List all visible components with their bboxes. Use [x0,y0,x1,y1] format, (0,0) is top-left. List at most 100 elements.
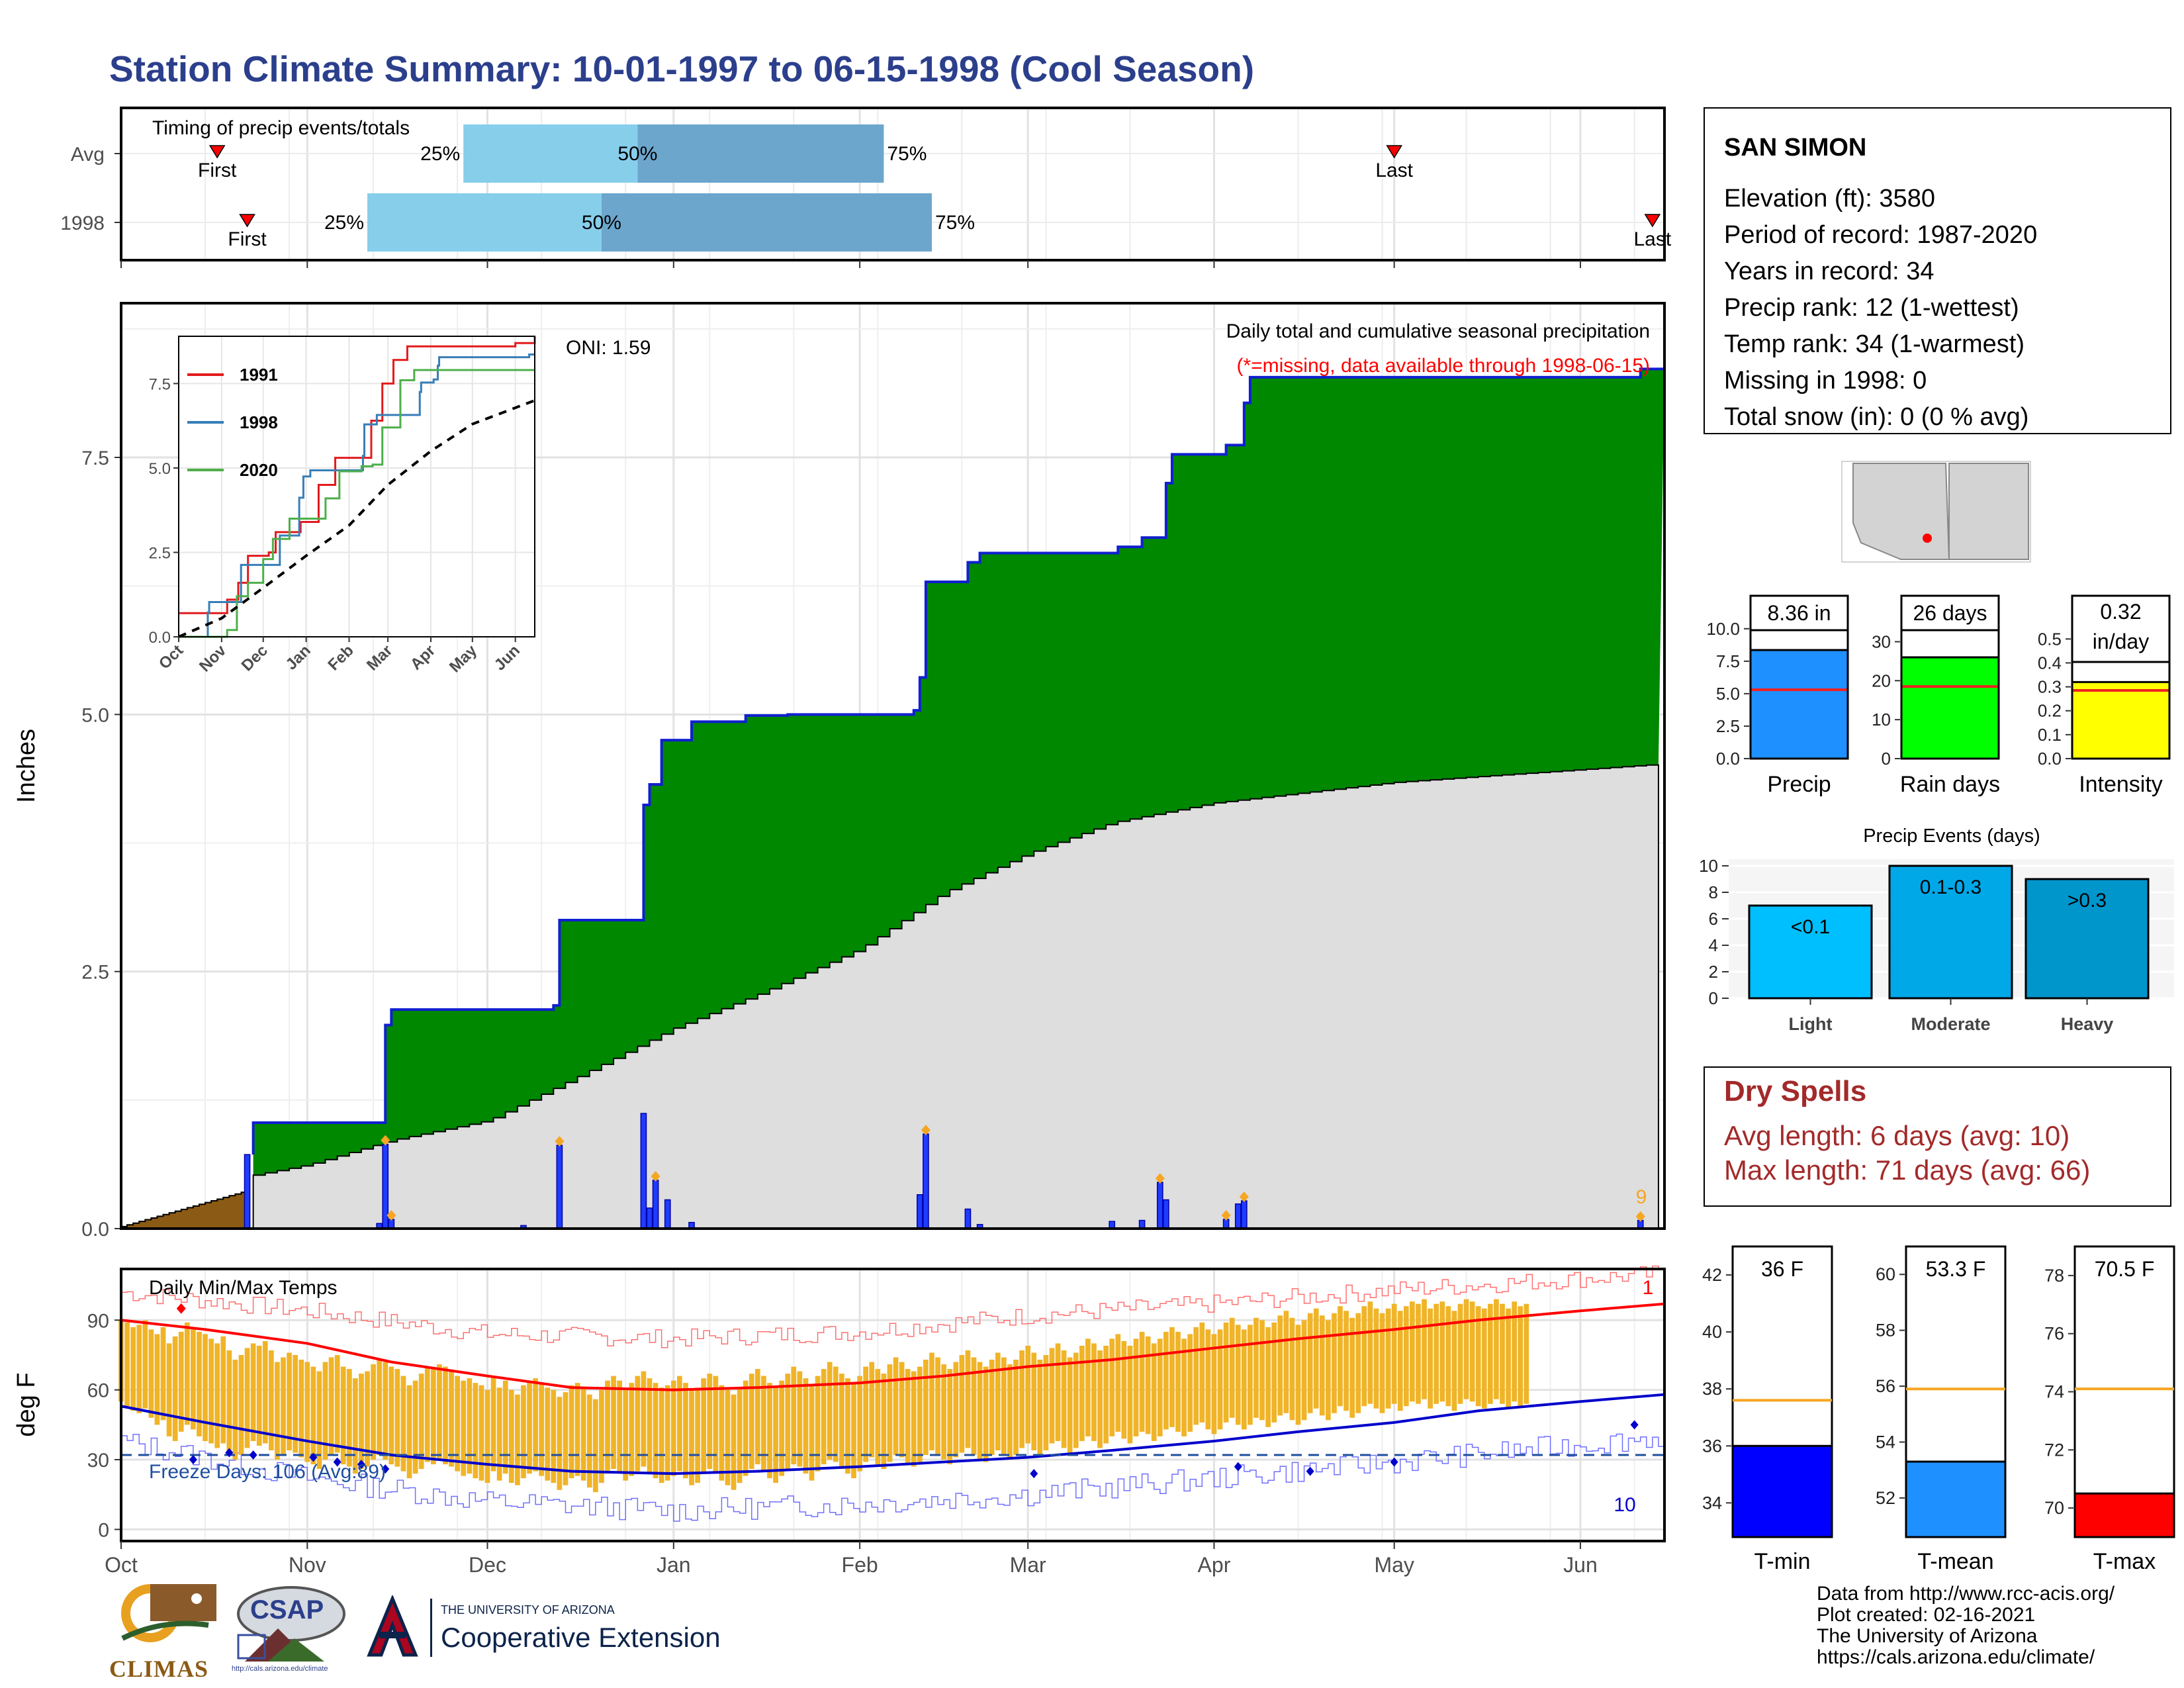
temp-summary-bar [1905,1460,2007,1538]
cumulative-precip-line [251,367,1664,1155]
precip-event-label: <0.1 [1791,916,1830,938]
daily-temp-bar [298,1360,304,1458]
daily-temp-bar [1085,1338,1091,1436]
daily-precip-bar [1234,1203,1242,1229]
inset-y-tick: 0.0 [149,629,171,647]
first-event-label: First [198,160,237,181]
daily-temp-bar [1494,1299,1499,1399]
inset-month-label: Nov [196,641,230,676]
daily-temp-bar [935,1357,940,1456]
climas-emblem-icon [121,1584,216,1642]
summary-y-tick: 7.5 [1716,651,1740,671]
daily-temp-bar [515,1394,520,1485]
daily-temp-bar [244,1348,250,1448]
quartile-50-75-bar [637,124,884,183]
temp-summary-y-tick: 76 [2044,1324,2064,1344]
daily-precip-bar [640,1113,647,1229]
daily-temp-bar [262,1340,268,1444]
daily-temp-bar [334,1354,340,1453]
csap-logo: CSAP http://cals.arizona.edu/climate [232,1582,347,1681]
daily-temp-bar [238,1354,244,1456]
daily-temp-bar [1115,1334,1121,1432]
csap-logo-text: CSAP [250,1595,324,1624]
temp-summary-y-tick: 56 [1876,1376,1895,1396]
y-tick-label: 5.0 [81,704,109,726]
daily-temp-bar [1295,1325,1301,1425]
daily-temp-bar [191,1327,196,1430]
daily-temp-bar [1229,1317,1235,1418]
daily-temp-bar [1445,1306,1451,1407]
daily-temp-bar [1193,1327,1199,1425]
temp-summary-y-tick: 38 [1702,1379,1722,1399]
inset-month-label: Jun [491,641,523,674]
summary-y-tick: 10 [1872,710,1891,729]
daily-temp-bar [809,1385,815,1481]
record-day-marker-icon [381,1135,390,1146]
temp-summary-value: 53.3 F [1926,1257,1986,1281]
daily-temp-bar [184,1322,190,1425]
daily-temp-bar [545,1387,551,1481]
temp-summary-name: T-min [1754,1549,1811,1574]
daily-temp-bar [1373,1308,1379,1409]
x-month-label: Mar [1010,1553,1046,1577]
arizona-a-icon [367,1595,418,1657]
record-low-marker-icon [189,1455,197,1465]
summary-bar-name: Precip [1767,772,1831,797]
daily-temp-bar [977,1362,983,1460]
daily-temp-bar [563,1392,569,1485]
station-info-line: Total snow (in): 0 (0 % avg) [1724,403,2028,431]
daily-temp-bar [1151,1343,1157,1441]
csap-cloud-icon [237,1586,345,1662]
daily-temp-bar [923,1360,929,1456]
daily-temp-bar [197,1331,202,1436]
daily-temp-bar [1355,1313,1361,1413]
daily-temp-bar [1463,1299,1469,1399]
y-tick-label: 0.0 [81,1219,109,1241]
daily-temp-bar [268,1350,274,1450]
inset-month-label: Dec [238,641,271,675]
temp-y-axis-label: deg F [13,1372,40,1436]
daily-temp-bar [418,1374,424,1470]
daily-temp-bar [473,1383,478,1479]
daily-temp-bar [160,1327,166,1421]
quartile-25-50-bar [463,124,638,183]
daily-temp-bar [136,1325,142,1413]
freeze-days-label: Freeze Days: 106 (Avg:89) [149,1461,386,1483]
csap-url: http://cals.arizona.edu/climate [232,1665,328,1673]
inset-month-label: Mar [363,641,396,674]
daily-precip-bar [916,1194,923,1229]
record-day-marker-icon [387,1210,396,1221]
daily-temp-bar [875,1369,881,1465]
daily-temp-bar [1265,1327,1271,1427]
temp-summary-value: 70.5 F [2095,1257,2155,1281]
x-month-label: Nov [289,1553,326,1577]
daily-temp-bar [1139,1331,1145,1432]
daily-temp-bar [605,1380,610,1474]
events-y-tick: 10 [1699,856,1718,876]
quartile-50-75-bar [601,193,932,252]
daily-temp-bar [1091,1343,1097,1441]
daily-temp-bar [1181,1338,1187,1436]
daily-temp-bar [287,1352,292,1450]
dry-spells-max: Max length: 71 days (avg: 66) [1724,1154,2090,1186]
inset-frame [178,336,535,637]
y-tick-label: 7.5 [81,447,109,469]
daily-temp-bar [569,1385,574,1479]
daily-temp-bar [869,1362,875,1458]
oni-label: ONI: 1.59 [566,337,651,359]
daily-temp-bar [815,1376,821,1472]
daily-temp-bar [1475,1306,1481,1407]
daily-temp-bar [394,1369,400,1467]
normal-precip-area [252,764,1659,1229]
summary-y-tick: 5.0 [1716,684,1740,704]
daily-temp-bar [1007,1364,1013,1460]
daily-temp-bar [388,1366,394,1465]
daily-temp-bar [172,1336,178,1441]
daily-temp-bar [586,1394,592,1488]
page-title: Station Climate Summary: 10-01-1997 to 0… [109,48,1255,89]
daily-temp-bar [1079,1345,1085,1441]
x-month-label: May [1374,1553,1414,1577]
inset-series-line [178,399,535,638]
daily-temp-bar [1469,1301,1475,1402]
